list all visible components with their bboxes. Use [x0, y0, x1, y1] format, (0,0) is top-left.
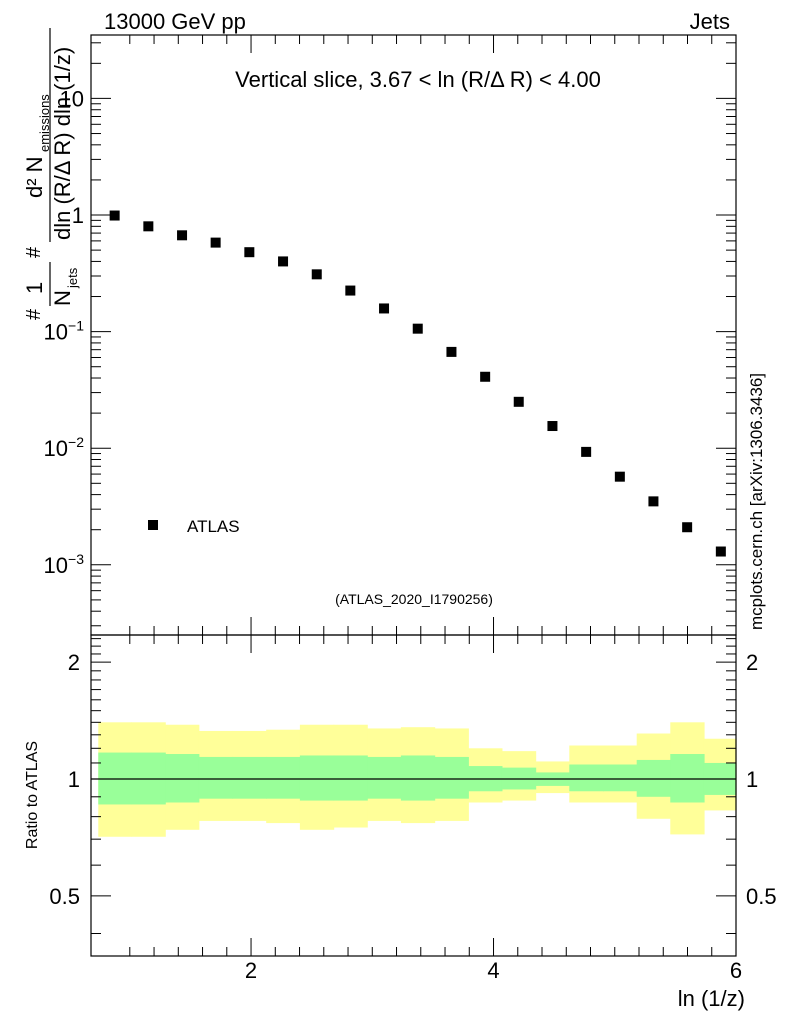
ratio-y-tick-label-right: 2 [746, 650, 758, 675]
legend: ATLAS [148, 517, 240, 536]
ylabel-jets-subscript: jets [65, 267, 80, 289]
data-point [446, 346, 457, 357]
ratio-y-tick-label-left: 2 [68, 650, 80, 675]
ylabel-emissions-subscript: emissions [37, 94, 52, 152]
data-point [210, 237, 221, 248]
data-point [177, 230, 188, 241]
ylabel-n: N [50, 290, 75, 306]
x-tick-label: 6 [730, 958, 742, 983]
stat-uncertainty-band-bin [367, 756, 402, 799]
legend-label: ATLAS [187, 517, 240, 536]
stat-uncertainty-band-bin [569, 764, 604, 792]
ratio-y-axis-label: Ratio to ATLAS [24, 741, 41, 849]
data-point [244, 247, 255, 258]
ratio-y-ticks: 0.5 0.5 1 1 2 2 [49, 638, 777, 934]
data-point [715, 546, 726, 557]
stat-uncertainty-band-bin [434, 756, 469, 799]
ratio-panel: 0.5 0.5 1 1 2 2 2 4 6 Ratio to ATLAS ln (1/z) [24, 634, 777, 1011]
data-point [345, 285, 356, 296]
ylabel-numerator: d² N [22, 156, 47, 198]
main-plot-frame [90, 34, 737, 636]
x-tick-label: 2 [245, 958, 257, 983]
stat-uncertainty-band-bin [636, 759, 671, 797]
ylabel-hash-1: # [23, 308, 45, 320]
main-y-tick-label: 10 [60, 86, 84, 111]
data-point [379, 303, 390, 314]
data-point [143, 221, 154, 232]
data-point [547, 421, 558, 432]
stat-uncertainty-band-bin [602, 764, 638, 792]
main-x-ticks [129, 35, 737, 635]
x-axis-label: ln (1/z) [678, 986, 745, 1011]
stat-uncertainty-band-bin [400, 755, 436, 801]
ratio-y-tick-label-right: 1 [746, 767, 758, 792]
data-point [614, 471, 625, 482]
legend-marker [148, 520, 158, 530]
stat-uncertainty-band-bin [198, 756, 234, 799]
ylabel-hash-2: # [23, 246, 45, 258]
data-point [581, 446, 592, 457]
stat-uncertainty-band-bin [299, 755, 335, 801]
stat-uncertainty-band-bin [670, 754, 705, 803]
slice-title: Vertical slice, 3.67 < ln (R/Δ R) < 4.00 [235, 67, 601, 92]
ratio-y-tick-label-right: 0.5 [746, 884, 777, 909]
uncertainty-bands [98, 722, 737, 837]
ratio-x-ticks: 2 4 6 [129, 635, 742, 983]
process-label: Jets [690, 9, 730, 34]
data-point [311, 269, 322, 280]
stat-uncertainty-band-bin [333, 755, 368, 801]
mcplots-reference-label: mcplots.cern.ch [arXiv:1306.3436] [747, 373, 766, 630]
ylabel-denominator: dln (R/Δ R) dln (1/z) [50, 47, 75, 240]
data-point [109, 210, 120, 221]
data-point [682, 522, 693, 533]
main-panel: 10−3 10−2 10−1 1 10 Vertical slice, 3.67 < l… [22, 28, 737, 636]
data-point [513, 396, 524, 407]
ratio-plot-frame [90, 634, 737, 957]
ratio-y-tick-label-left: 1 [68, 767, 80, 792]
x-tick-label: 4 [487, 958, 499, 983]
stat-uncertainty-band-bin [266, 756, 301, 799]
main-y-tick-label: 10−2 [44, 434, 85, 461]
stat-uncertainty-band-bin [232, 756, 267, 799]
main-y-tick-label: 10−3 [44, 551, 85, 578]
ratio-y-tick-label-left: 0.5 [49, 884, 80, 909]
data-point [412, 323, 423, 334]
main-y-tick-label: 10−1 [44, 318, 85, 345]
main-y-axis-label: # 1 N jets # d² N emissions dln (R/Δ R) … [22, 28, 80, 320]
data-point [480, 371, 491, 382]
atlas-data-points [109, 210, 726, 557]
stat-uncertainty-band-bin [165, 754, 200, 803]
ylabel-one: 1 [22, 282, 47, 294]
data-point [278, 256, 289, 267]
energy-label: 13000 GeV pp [104, 9, 246, 34]
data-point [648, 496, 659, 507]
analysis-id-label: (ATLAS_2020_I1790256) [335, 591, 493, 607]
main-y-ticks: 10−3 10−2 10−1 1 10 [44, 42, 736, 627]
main-y-tick-label: 1 [72, 203, 84, 228]
